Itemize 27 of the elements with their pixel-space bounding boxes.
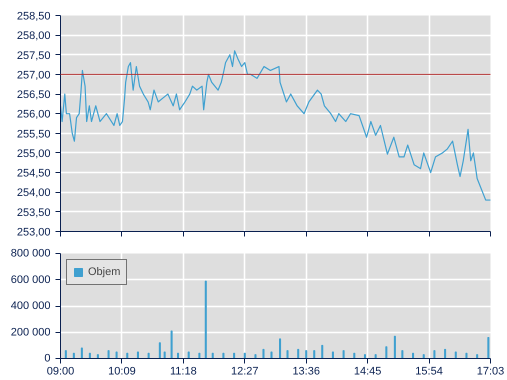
y-tick-label: 255,50 [16, 128, 51, 140]
y-tick-label: 254,50 [16, 168, 51, 180]
y-tick-label: 258,50 [16, 10, 51, 22]
y-tick-label: 253,00 [16, 226, 51, 238]
y-tick-label: 0 [44, 352, 51, 364]
y-tick-label: 258,00 [16, 30, 51, 42]
x-tick-label: 12:27 [231, 366, 259, 378]
y-tick-label: 257,50 [16, 50, 51, 62]
y-tick-label: 254,00 [16, 187, 51, 200]
x-tick-label: 09:00 [46, 366, 74, 378]
y-tick-label: 256,00 [16, 108, 51, 121]
x-tick-label: 10:09 [108, 366, 136, 378]
y-tick-label: 400 000 [10, 300, 51, 312]
y-tick-label: 253,50 [16, 206, 51, 219]
y-tick-label: 800 000 [10, 248, 51, 260]
x-tick-label: 15:54 [415, 366, 443, 378]
x-tick-label: 11:18 [170, 366, 197, 378]
y-tick-label: 600 000 [10, 274, 51, 286]
x-tick-label: 14:45 [354, 366, 382, 378]
line-series [60, 50, 490, 201]
y-tick-label: 257,00 [16, 69, 51, 82]
y-tick-label: 200 000 [10, 326, 51, 338]
legend-label: Objem [88, 266, 120, 278]
y-tick-label: 256,50 [16, 89, 51, 102]
x-tick-label: 13:36 [292, 366, 320, 378]
x-tick-label: 17:03 [476, 366, 504, 378]
y-tick-label: 255,00 [16, 148, 51, 160]
